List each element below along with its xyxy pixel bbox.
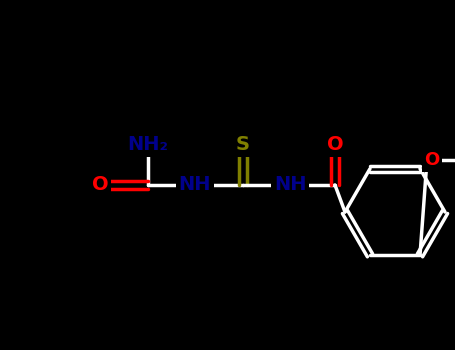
Text: S: S	[236, 135, 250, 154]
Text: O: O	[327, 135, 344, 154]
Text: NH: NH	[179, 175, 211, 195]
Text: NH₂: NH₂	[127, 135, 168, 154]
Text: NH: NH	[274, 175, 306, 195]
Text: O: O	[92, 175, 108, 195]
Text: O: O	[425, 151, 440, 169]
